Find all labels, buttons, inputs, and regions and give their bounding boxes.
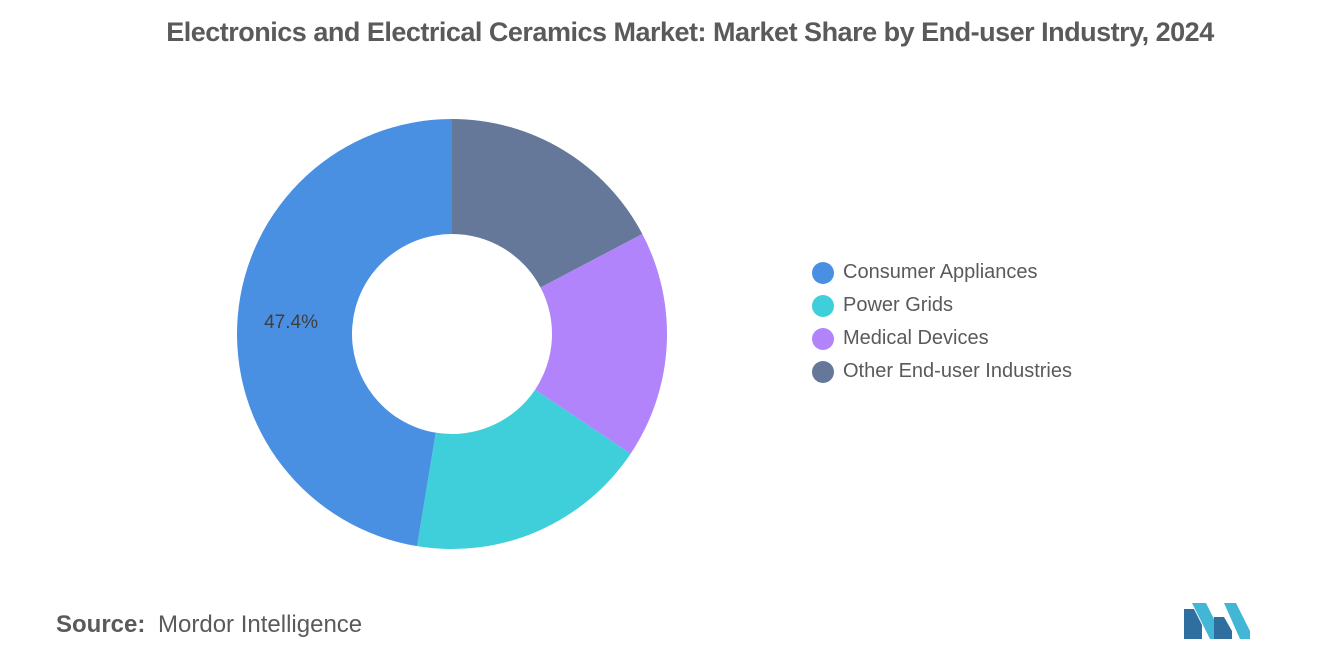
donut-slice-consumer-appliances — [237, 119, 452, 547]
legend-item: Other End-user Industries — [812, 355, 1172, 388]
chart-legend: Consumer Appliances Power Grids Medical De… — [812, 256, 1172, 388]
mordor-intelligence-logo-icon — [1184, 603, 1250, 639]
legend-item: Medical Devices — [812, 322, 1172, 355]
source-value: Mordor Intelligence — [158, 611, 363, 638]
donut-slice-other-end-user-industries — [452, 119, 643, 288]
legend-label: Power Grids — [843, 294, 954, 316]
chart-title: Electronics and Electrical Ceramics Mark… — [166, 17, 1214, 47]
legend-item: Power Grids — [812, 289, 1172, 322]
legend-label: Consumer Appliances — [843, 261, 1038, 283]
legend-swatch — [812, 261, 834, 284]
source-line: Source: Mordor Intelligence — [56, 611, 362, 639]
donut-slice-power-grids — [417, 389, 631, 549]
data-label: 47.4% — [264, 312, 318, 333]
donut-slice-medical-devices — [535, 233, 667, 454]
legend-label: Medical Devices — [843, 327, 989, 349]
legend-swatch — [812, 327, 834, 350]
legend-label: Other End-user Industries — [843, 360, 1072, 382]
legend-swatch — [812, 360, 834, 383]
legend-item: Consumer Appliances — [812, 256, 1172, 289]
source-label: Source: — [56, 611, 146, 638]
legend-swatch — [812, 294, 834, 317]
donut-slices — [237, 119, 667, 549]
data-labels: 47.4% — [264, 312, 318, 333]
